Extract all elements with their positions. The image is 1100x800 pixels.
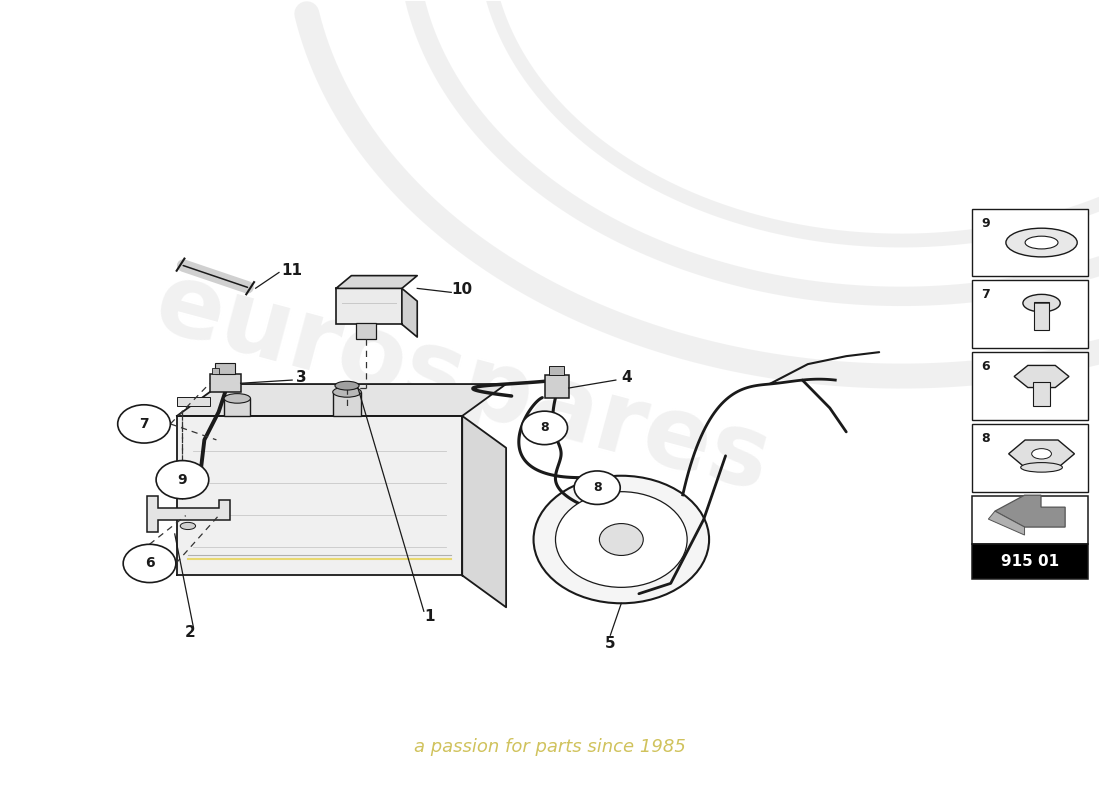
- Bar: [355, 323, 375, 338]
- Ellipse shape: [334, 382, 359, 390]
- Bar: [549, 366, 564, 375]
- Ellipse shape: [224, 394, 251, 403]
- Bar: [972, 544, 1088, 579]
- Ellipse shape: [180, 522, 196, 530]
- Text: 2: 2: [185, 626, 196, 640]
- Text: 915 01: 915 01: [1001, 554, 1059, 570]
- FancyArrowPatch shape: [184, 266, 248, 287]
- Circle shape: [534, 476, 710, 603]
- Bar: [210, 374, 241, 392]
- Circle shape: [118, 405, 170, 443]
- Ellipse shape: [1005, 228, 1077, 257]
- Bar: [972, 424, 1088, 492]
- Bar: [1033, 382, 1050, 406]
- Bar: [972, 352, 1088, 420]
- Bar: [177, 397, 210, 406]
- Circle shape: [556, 492, 688, 587]
- Bar: [544, 375, 569, 398]
- Text: 6: 6: [145, 557, 154, 570]
- Bar: [972, 209, 1088, 277]
- Text: 8: 8: [540, 422, 549, 434]
- Polygon shape: [177, 416, 462, 575]
- FancyArrowPatch shape: [184, 266, 248, 287]
- Ellipse shape: [332, 387, 361, 398]
- Circle shape: [123, 544, 176, 582]
- Text: 6: 6: [981, 360, 990, 373]
- Bar: [1034, 302, 1049, 330]
- Text: 7: 7: [140, 417, 148, 431]
- Text: 9: 9: [981, 217, 990, 230]
- Polygon shape: [402, 288, 417, 337]
- Polygon shape: [336, 276, 417, 288]
- Text: 5: 5: [605, 636, 616, 650]
- Polygon shape: [988, 511, 1024, 535]
- Polygon shape: [177, 384, 506, 416]
- Ellipse shape: [1021, 462, 1063, 472]
- Bar: [336, 288, 402, 324]
- Text: a passion for parts since 1985: a passion for parts since 1985: [414, 738, 686, 756]
- Bar: [972, 496, 1088, 544]
- Ellipse shape: [1023, 294, 1060, 312]
- Bar: [224, 398, 251, 416]
- Circle shape: [600, 523, 643, 555]
- Polygon shape: [994, 495, 1065, 527]
- Text: eurospares: eurospares: [144, 255, 780, 513]
- Text: 8: 8: [981, 432, 990, 445]
- Circle shape: [521, 411, 568, 445]
- Bar: [212, 368, 219, 374]
- Polygon shape: [147, 496, 230, 531]
- Text: 7: 7: [981, 288, 990, 302]
- Bar: [216, 363, 235, 374]
- Ellipse shape: [1025, 236, 1058, 249]
- Text: 3: 3: [296, 370, 306, 385]
- Bar: [972, 281, 1088, 348]
- Text: 4: 4: [621, 370, 632, 385]
- Polygon shape: [1014, 366, 1069, 387]
- Polygon shape: [462, 416, 506, 607]
- Text: 1: 1: [425, 610, 435, 624]
- Circle shape: [156, 461, 209, 499]
- Bar: [332, 392, 361, 416]
- Text: 11: 11: [282, 262, 303, 278]
- Text: 8: 8: [593, 481, 602, 494]
- Text: 10: 10: [452, 282, 473, 298]
- Text: 9: 9: [177, 473, 187, 486]
- Ellipse shape: [1032, 449, 1052, 459]
- Polygon shape: [1009, 440, 1075, 468]
- Circle shape: [574, 471, 620, 505]
